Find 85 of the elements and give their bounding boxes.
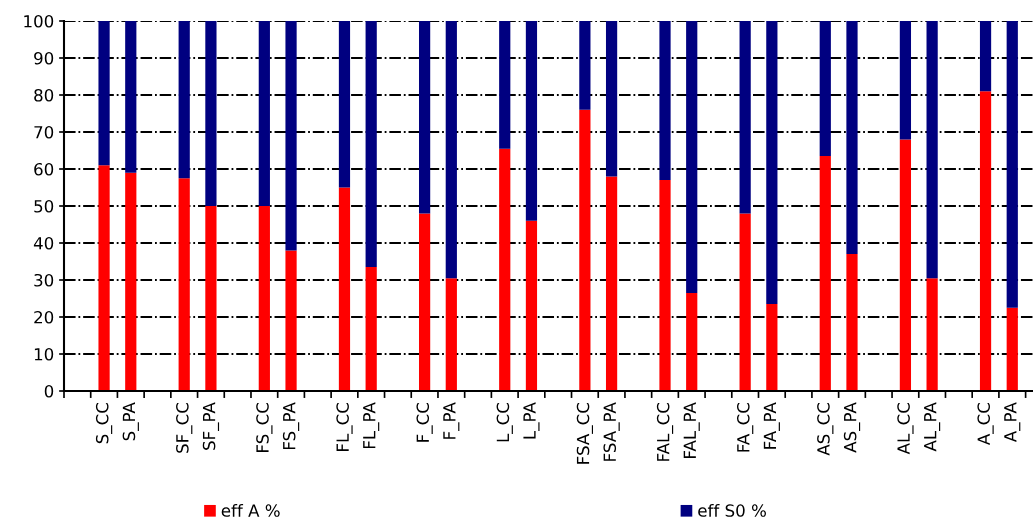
x-tick-label: AL_CC [897, 403, 914, 455]
bar [338, 21, 351, 188]
bar [365, 267, 377, 391]
bar [579, 21, 591, 110]
x-tick-label: FL_CC [336, 403, 353, 451]
bar [686, 292, 698, 391]
y-tick-label: 60 [34, 162, 54, 176]
y-tick-label: 90 [34, 51, 54, 65]
bar [338, 187, 351, 391]
legend-label: eff A % [221, 503, 280, 517]
y-tick-label: 100 [24, 14, 54, 28]
bar [445, 278, 457, 391]
bar [686, 21, 698, 293]
bar [445, 21, 457, 279]
bar [205, 206, 217, 391]
bar [285, 250, 297, 391]
x-tick-label: FSA_CC [576, 403, 594, 464]
x-tick-label: S_CC [95, 403, 113, 444]
bar [98, 21, 110, 166]
bar [525, 220, 538, 391]
bar [605, 21, 618, 177]
bar [178, 21, 190, 179]
x-tick-label: FAL_CC [656, 403, 674, 461]
bar [659, 21, 671, 181]
bar [98, 165, 110, 391]
y-tick-label: 70 [34, 125, 54, 139]
bar [499, 21, 511, 149]
y-tick-label: 50 [34, 199, 54, 213]
bar [579, 109, 591, 391]
y-tick-label: 10 [34, 347, 54, 361]
bar [899, 139, 912, 391]
bar [899, 21, 912, 140]
x-tick-label: F_PA [443, 402, 460, 439]
y-tick-label: 30 [34, 273, 54, 287]
bar [846, 21, 858, 255]
bar [125, 21, 137, 173]
bar [926, 21, 938, 279]
bar [258, 21, 270, 206]
y-tick-label: 20 [34, 310, 54, 324]
bar [525, 21, 538, 221]
x-tick-label: AL_PA [924, 402, 941, 452]
bar [1006, 21, 1018, 308]
y-tick-label: 40 [33, 236, 54, 250]
x-tick-label: FA_PA [763, 402, 780, 449]
bar [979, 21, 992, 92]
bar [365, 21, 377, 268]
bar [125, 172, 137, 391]
y-tick-label: 0 [44, 384, 54, 398]
x-tick-label: SF_CC [176, 403, 193, 453]
x-tick-label: FSA_PA [603, 402, 620, 461]
x-tick-label: FA_CC [736, 403, 754, 452]
x-tick-label: A_PA [1004, 402, 1021, 443]
bar [1006, 307, 1018, 391]
legend-label: eff S0 % [698, 503, 766, 517]
bar [766, 304, 778, 391]
bar [766, 21, 778, 305]
y-tick-label: 80 [34, 88, 54, 102]
x-tick-label: L_PA [523, 402, 540, 439]
bar [819, 156, 831, 391]
bar [419, 21, 431, 214]
x-tick-label: S_PA [122, 402, 139, 441]
x-tick-label: FAL_PA [683, 402, 700, 458]
x-tick-label: A_CC [977, 403, 994, 445]
bar [285, 21, 297, 251]
x-tick-label: L_CC [496, 403, 513, 442]
bar [979, 91, 992, 391]
bar [178, 178, 190, 391]
bar [205, 21, 217, 206]
bar [739, 21, 751, 214]
bar [819, 21, 831, 157]
x-tick-label: FS_CC [256, 403, 273, 452]
bar [419, 213, 431, 391]
bar [605, 176, 618, 391]
bar [926, 278, 938, 391]
bar [499, 148, 511, 391]
bar [258, 206, 270, 391]
x-tick-label: FS_PA [282, 402, 300, 450]
bar [659, 180, 671, 391]
x-tick-label: F_CC [416, 403, 433, 442]
bar [846, 254, 858, 391]
x-tick-label: SF_PA [202, 402, 220, 450]
x-tick-label: FL_PA [363, 402, 380, 449]
bar [739, 213, 751, 391]
x-tick-label: AS_CC [817, 403, 834, 456]
x-tick-label: AS_PA [843, 402, 861, 453]
